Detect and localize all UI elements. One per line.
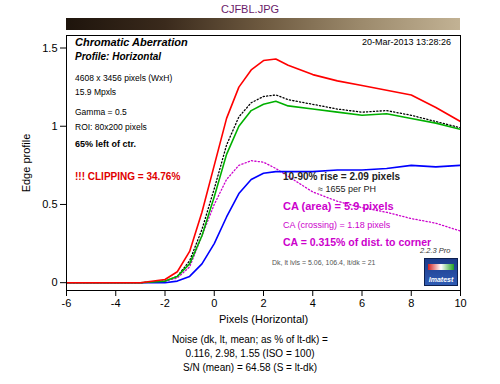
- html-text:2.2.3 Pro: 2.2.3 Pro: [420, 246, 451, 255]
- svg-text:1.5: 1.5: [42, 42, 57, 54]
- svg-text:Pixels (Horizontal): Pixels (Horizontal): [219, 313, 308, 325]
- svg-text:8: 8: [408, 297, 414, 309]
- svg-text:2: 2: [260, 297, 266, 309]
- html-text:S/N (mean) = 64.58 (S = lt-dk): S/N (mean) = 64.58 (S = lt-dk): [183, 362, 317, 373]
- svg-text:-2: -2: [160, 297, 170, 309]
- svg-text:0.5: 0.5: [42, 198, 57, 210]
- html-text:Profile: Horizontal: Profile: Horizontal: [75, 51, 162, 62]
- svg-text:4: 4: [310, 297, 316, 309]
- svg-text:-4: -4: [111, 297, 121, 309]
- html-text:Noise (dk, lt, mean; as % of l: Noise (dk, lt, mean; as % of lt-dk) =: [172, 334, 328, 345]
- svg-text:1: 1: [51, 120, 57, 132]
- html-text:CA = 0.315% of dist. to corner: CA = 0.315% of dist. to corner: [283, 236, 432, 248]
- svg-text:10: 10: [454, 297, 466, 309]
- html-text:Gamma = 0.5: Gamma = 0.5: [75, 107, 127, 117]
- html-text:!!! CLIPPING = 34.76%: !!! CLIPPING = 34.76%: [75, 171, 181, 182]
- html-text:0.116, 2.98, 1.55 (ISO = 100): 0.116, 2.98, 1.55 (ISO = 100): [185, 348, 315, 359]
- svg-text:0: 0: [51, 276, 57, 288]
- html-text:Chromatic Aberration: Chromatic Aberration: [75, 36, 188, 48]
- svg-text:-6: -6: [62, 297, 72, 309]
- html-text:Imatest: Imatest: [428, 276, 454, 283]
- svg-text:Edge profile: Edge profile: [20, 134, 32, 193]
- html-text:Dk, lt lvls = 5.06, 106.4, lt/: Dk, lt lvls = 5.06, 106.4, lt/dk = 21: [272, 259, 376, 266]
- svg-text:6: 6: [359, 297, 365, 309]
- html-text:CJFBL.JPG: CJFBL.JPG: [221, 3, 279, 15]
- html-text:CA (crossing) = 1.18 pixels: CA (crossing) = 1.18 pixels: [283, 220, 391, 230]
- svg-text:0: 0: [211, 297, 217, 309]
- html-text:10-90% rise = 2.09 pixels: 10-90% rise = 2.09 pixels: [283, 171, 400, 182]
- html-text:≈ 1655 per PH: ≈ 1655 per PH: [318, 184, 376, 194]
- html-text:20-Mar-2013 13:28:26: 20-Mar-2013 13:28:26: [362, 37, 452, 47]
- html-text:65% left of ctr.: 65% left of ctr.: [75, 139, 136, 149]
- html-text:4608 x 3456 pixels (WxH): 4608 x 3456 pixels (WxH): [75, 73, 173, 83]
- html-text:ROI: 80x200 pixels: ROI: 80x200 pixels: [75, 122, 147, 132]
- html-text:15.9 Mpxls: 15.9 Mpxls: [75, 87, 117, 97]
- html-text:CA (area) = 5.9 pixels: CA (area) = 5.9 pixels: [283, 200, 394, 212]
